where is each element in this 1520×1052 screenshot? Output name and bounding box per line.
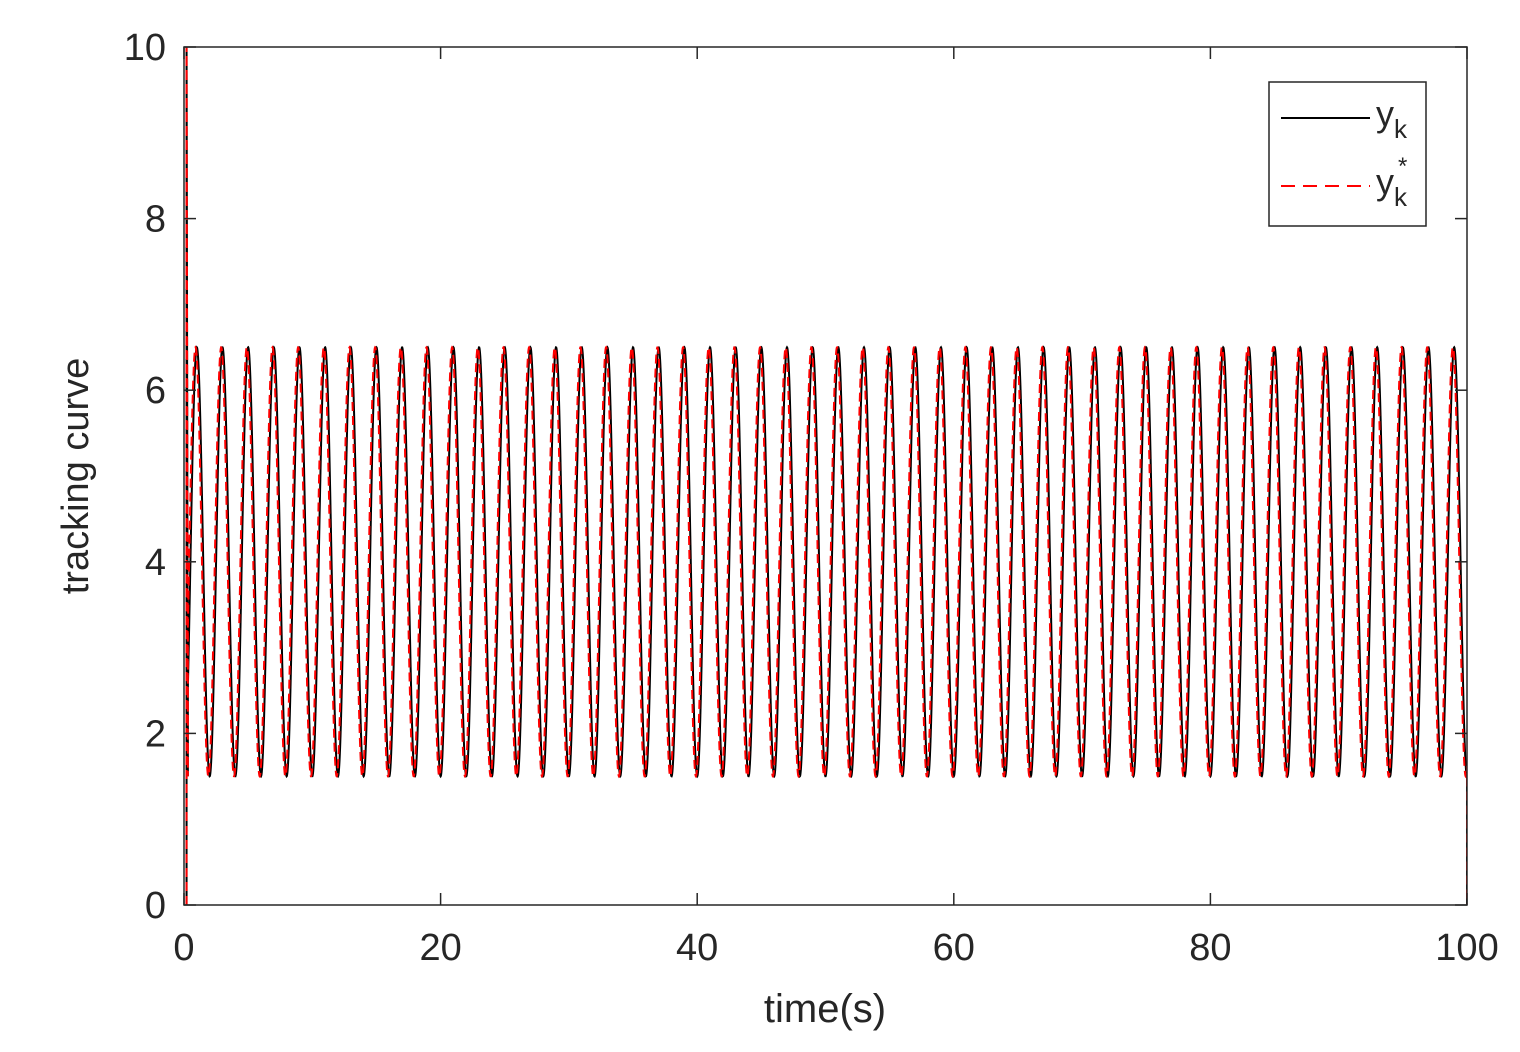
legend-label: yk [1376, 161, 1408, 212]
legend-label-subscript: k [1394, 114, 1408, 144]
y-axis-label: tracking curve [55, 358, 97, 595]
legend-label-main: y [1376, 161, 1394, 202]
y-tick-label: 6 [145, 370, 166, 412]
x-tick-label: 60 [933, 927, 975, 969]
legend-label-subscript: k [1394, 182, 1408, 212]
legend-label: yk [1376, 93, 1408, 144]
legend-label-superscript: * [1398, 153, 1407, 180]
y-tick-label: 2 [145, 713, 166, 755]
legend-label-main: y [1376, 93, 1394, 134]
y-tick-label: 4 [145, 542, 166, 584]
ticks-layer: 0 20 40 60 80 100 0 2 4 6 8 10 [124, 27, 1499, 969]
x-tick-label: 0 [173, 927, 194, 969]
series-layer [185, 47, 1467, 905]
legend-box [1268, 81, 1427, 227]
y-tick-label: 10 [124, 27, 166, 69]
x-tick-label: 20 [419, 927, 461, 969]
x-tick-label: 100 [1435, 927, 1498, 969]
x-tick-label: 80 [1189, 927, 1231, 969]
y-tick-label: 8 [145, 199, 166, 241]
axes-box [183, 46, 1468, 906]
x-axis-label: time(s) [764, 987, 886, 1031]
x-tick-label: 40 [676, 927, 718, 969]
series-line-y-k [185, 47, 1467, 905]
y-tick-label: 0 [145, 885, 166, 927]
